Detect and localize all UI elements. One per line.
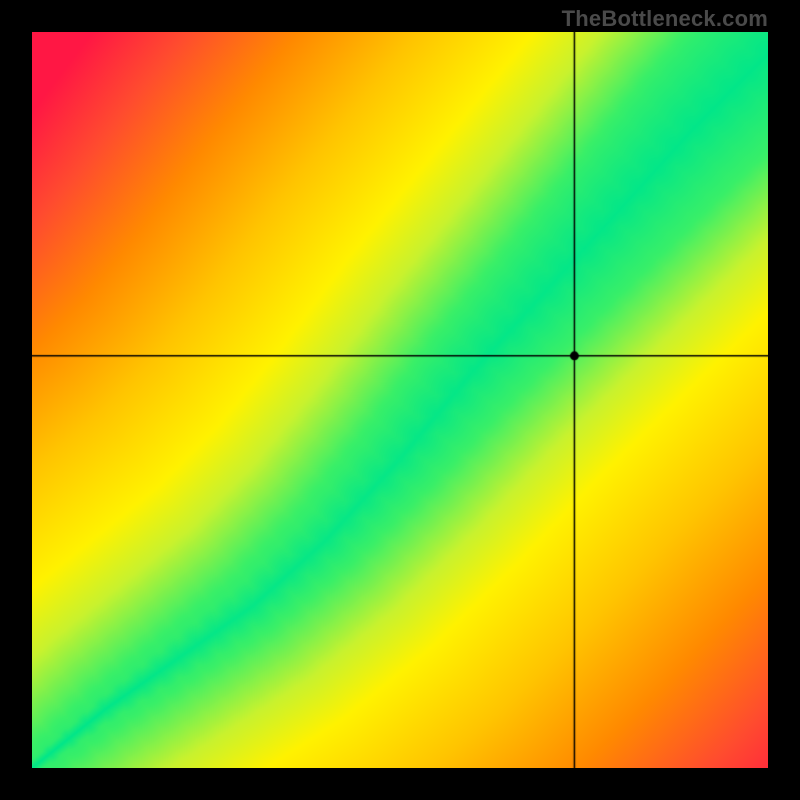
- chart-container: TheBottleneck.com: [0, 0, 800, 800]
- plot-area: [32, 32, 768, 768]
- watermark-text: TheBottleneck.com: [562, 6, 768, 32]
- heatmap-canvas: [32, 32, 768, 768]
